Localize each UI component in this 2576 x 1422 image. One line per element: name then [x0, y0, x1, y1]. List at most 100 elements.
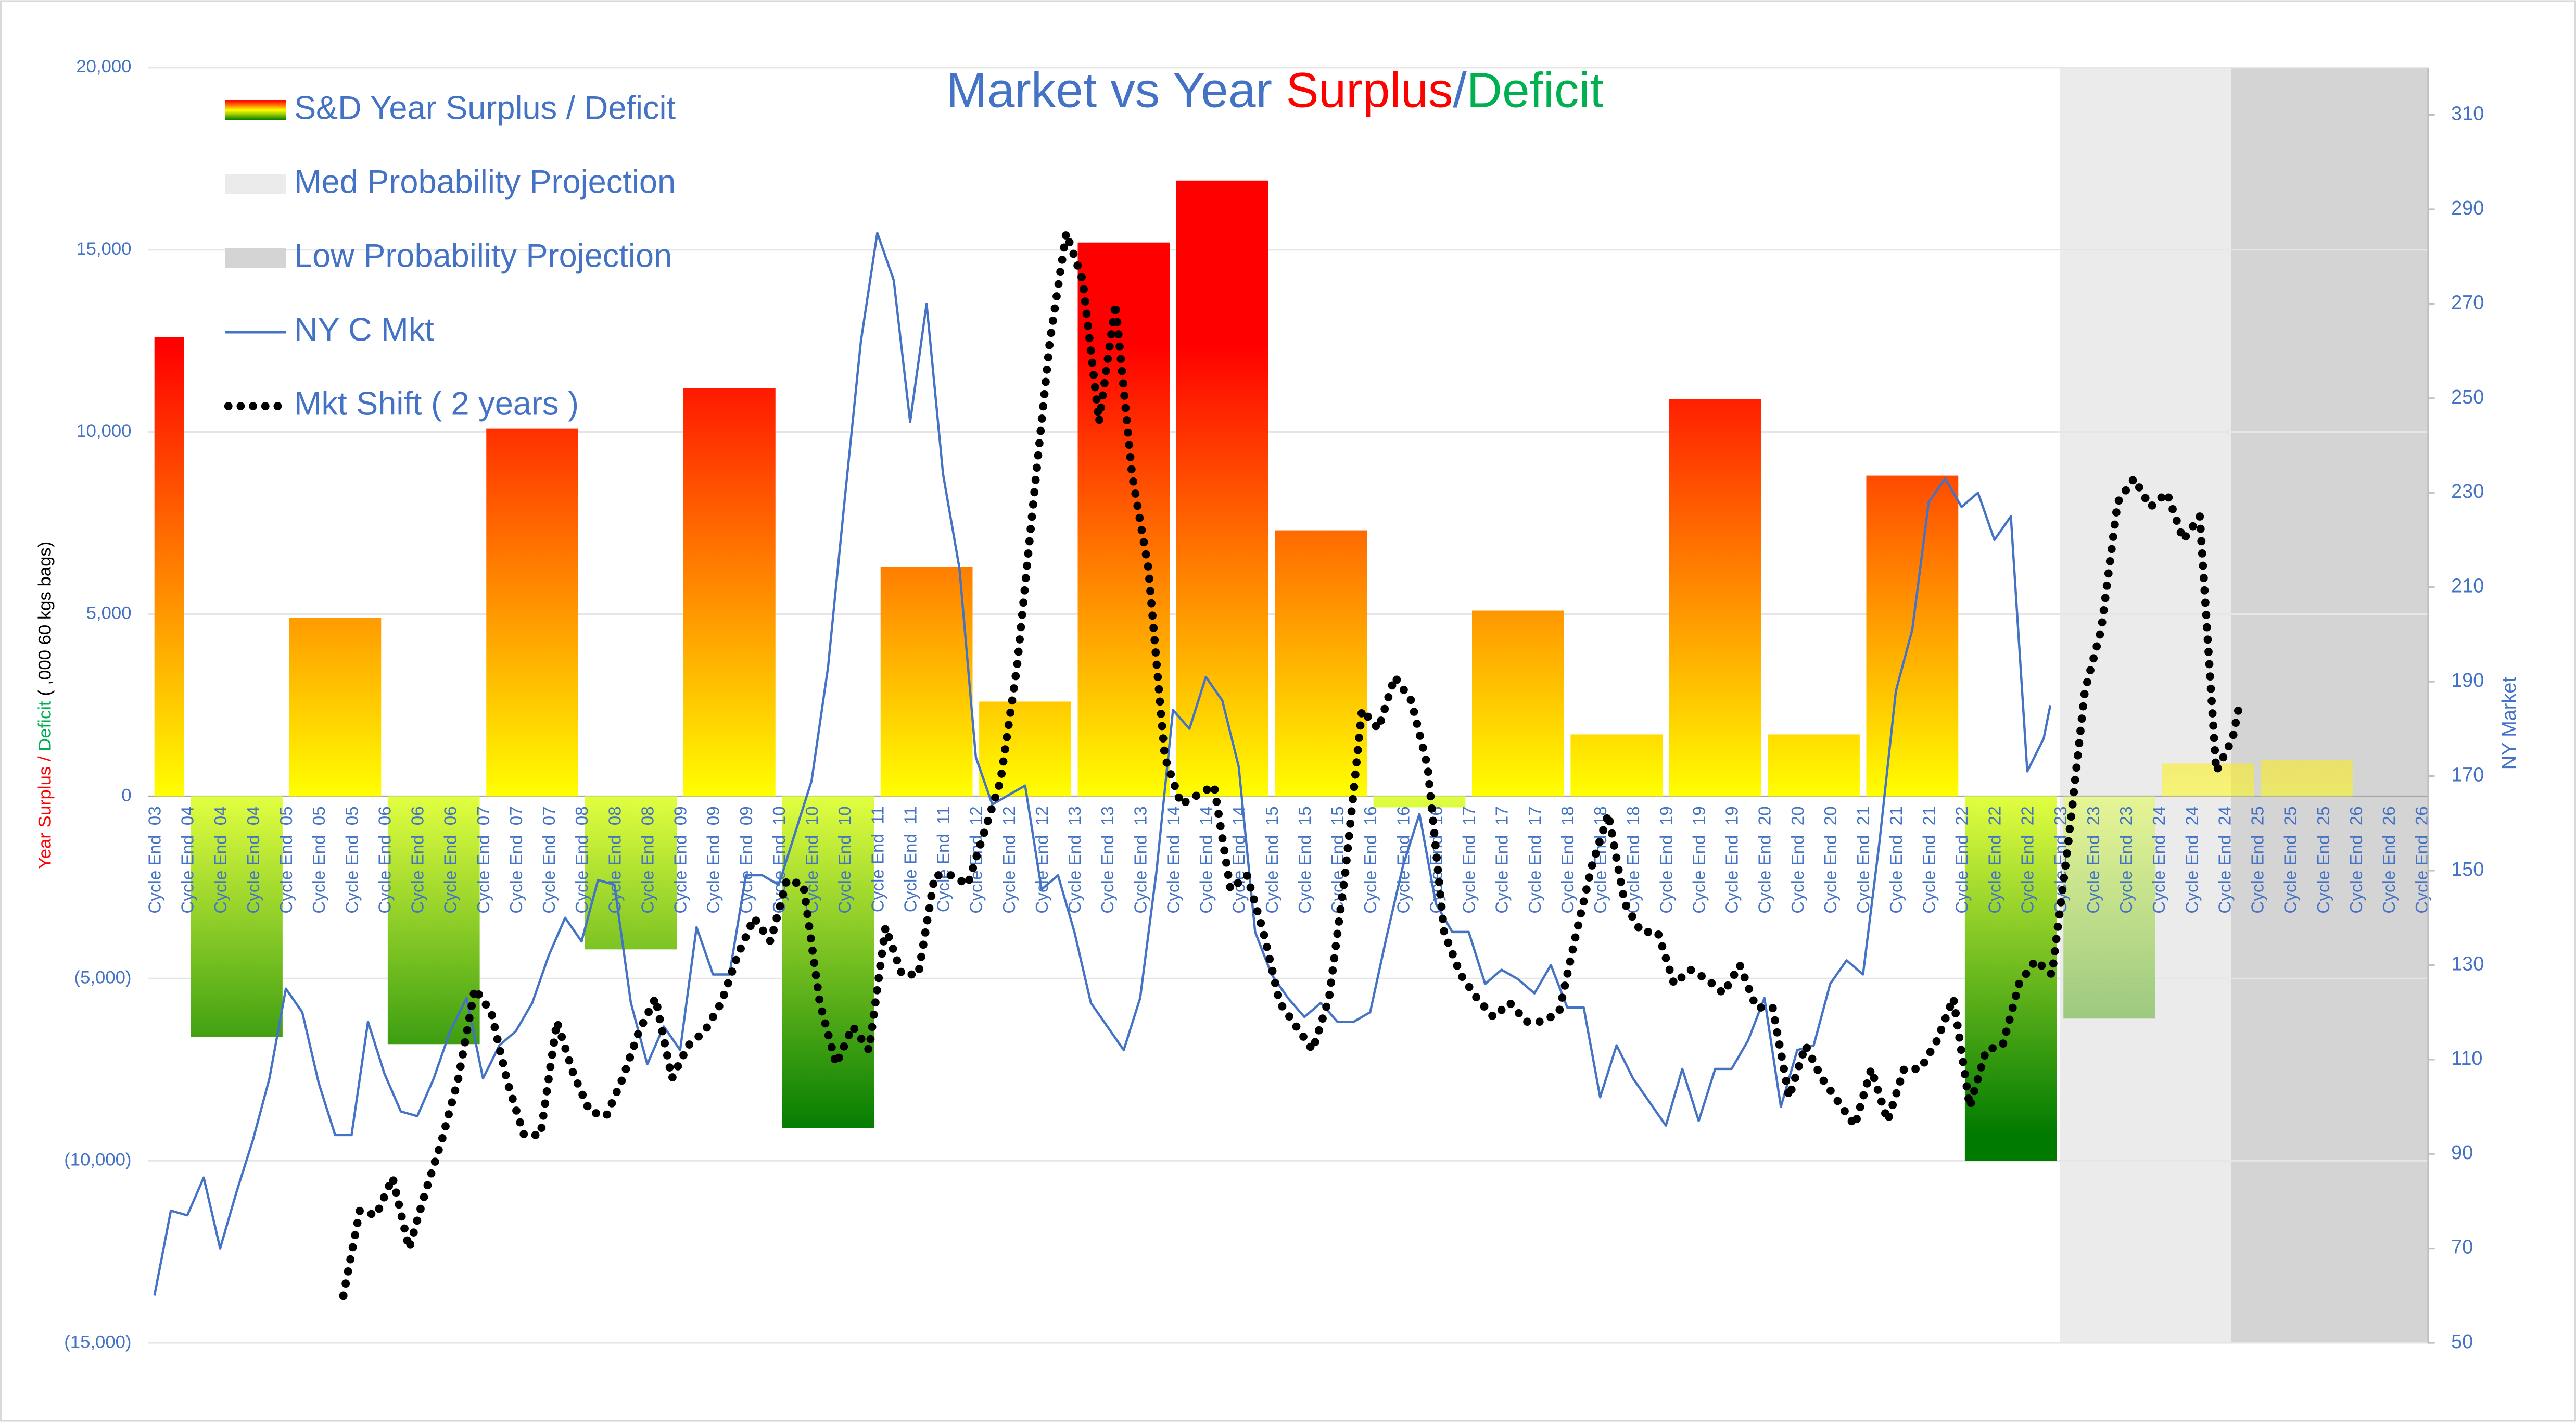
- bar: [782, 796, 874, 1128]
- legend-label: Med Probability Projection: [294, 164, 676, 200]
- y2-tick-label: 310: [2451, 103, 2484, 125]
- y2-tick-label: 90: [2451, 1142, 2473, 1164]
- bar: [2063, 796, 2155, 1019]
- bar: [1176, 180, 1268, 797]
- x-tick-label: Cycle End 11: [901, 806, 920, 912]
- bar: [683, 388, 776, 797]
- x-tick-label: Cycle End 13: [1098, 806, 1118, 913]
- x-tick-label: Cycle End 07: [474, 806, 493, 913]
- x-tick-label: Cycle End 25: [2314, 806, 2333, 913]
- x-tick-label: Cycle End 13: [1131, 806, 1150, 913]
- x-tick-label: Cycle End 07: [507, 806, 526, 913]
- x-tick-label: Cycle End 10: [835, 806, 855, 913]
- y-label-part: ( ,000 60 kgs bags): [35, 542, 55, 701]
- x-tick-label: Cycle End 22: [1986, 806, 2005, 913]
- x-tick-label: Cycle End 18: [1624, 806, 1643, 913]
- title-part: /: [1453, 62, 1467, 118]
- y2-tick-label: 210: [2451, 575, 2484, 597]
- x-tick-label: Cycle End 04: [179, 806, 198, 913]
- lines: [153, 229, 2243, 1300]
- y-tick-label: 0: [121, 786, 131, 806]
- y-label-part: Year Surplus /: [35, 751, 55, 869]
- x-tick-label: Cycle End 26: [2347, 806, 2366, 913]
- x-tick-label: Cycle End 09: [671, 806, 691, 913]
- x-tick-label: Cycle End 07: [540, 806, 559, 913]
- legend-label: S&D Year Surplus / Deficit: [294, 90, 676, 127]
- x-tick-label: Cycle End 06: [441, 806, 461, 913]
- bar: [979, 701, 1071, 797]
- x-tick-label: Cycle End 17: [1493, 806, 1512, 913]
- x-tick-label: Cycle End 08: [573, 806, 592, 913]
- x-tick-label: Cycle End 08: [638, 806, 657, 913]
- x-tick-label: Cycle End 19: [1657, 806, 1676, 913]
- y2-tick-label: 290: [2451, 197, 2484, 219]
- chart-title: Market vs Year Surplus/Deficit: [946, 62, 1604, 118]
- y2-tick-label: 170: [2451, 764, 2484, 786]
- x-tick-label: Cycle End 22: [1952, 806, 1972, 913]
- legend-label: Mkt Shift ( 2 years ): [294, 386, 579, 422]
- x-tick-label: Cycle End 14: [1164, 806, 1183, 913]
- x-tick-label: Cycle End 15: [1296, 806, 1315, 913]
- x-tick-label: Cycle End 26: [2380, 806, 2399, 913]
- bar: [1669, 399, 1761, 797]
- legend-swatch: [225, 174, 286, 194]
- y2-tick-label: 250: [2451, 386, 2484, 408]
- axes: (15,000) (10,000) (5,000) 0 5,000 10,000 15,00…: [64, 57, 2484, 1353]
- x-tick-label: Cycle End 04: [211, 806, 231, 913]
- y-label-part: Deficit: [35, 701, 55, 751]
- x-tick-label: Cycle End 03: [146, 806, 165, 913]
- legend-swatch: [225, 248, 286, 268]
- x-tick-label: Cycle End 09: [737, 806, 756, 913]
- x-tick-label: Cycle End 12: [1000, 806, 1019, 913]
- x-tick-label: Cycle End 09: [704, 806, 724, 913]
- x-tick-label: Cycle End 17: [1526, 806, 1545, 913]
- x-tick-label: Cycle End 04: [244, 806, 263, 913]
- y-tick-label: 5,000: [86, 603, 132, 623]
- x-tick-label: Cycle End 20: [1788, 806, 1808, 913]
- y2-tick-label: 270: [2451, 292, 2484, 313]
- bar: [1275, 530, 1367, 797]
- x-tick-label: Cycle End 14: [1197, 806, 1216, 913]
- y-tick-label: (15,000): [64, 1332, 131, 1352]
- bar: [1768, 734, 1860, 797]
- projection-bands: [2060, 67, 2428, 1343]
- x-tick-label: Cycle End 18: [1558, 806, 1578, 913]
- x-tick-label: Cycle End 15: [1263, 806, 1282, 913]
- x-tick-label: Cycle End 05: [342, 806, 362, 913]
- legend: S&D Year Surplus / Deficit Med Probabilit…: [224, 90, 676, 422]
- x-axis: Cycle End 03 Cycle End 04 Cycle End 04 Cycl…: [146, 806, 2432, 913]
- bar: [1373, 796, 1466, 808]
- x-tick-label: Cycle End 24: [2215, 806, 2235, 913]
- title-part: Surplus: [1286, 62, 1453, 118]
- legend-swatch: [225, 100, 286, 120]
- bar: [2162, 763, 2254, 797]
- bars: [154, 180, 2353, 1161]
- x-tick-label: Cycle End 17: [1460, 806, 1479, 913]
- x-tick-label: Cycle End 24: [2150, 806, 2169, 913]
- projection-band: [2231, 67, 2428, 1343]
- bar: [289, 618, 382, 797]
- y2-tick-label: 50: [2451, 1331, 2473, 1353]
- bar: [191, 796, 283, 1037]
- bar: [2261, 760, 2353, 797]
- x-tick-label: Cycle End 13: [1065, 806, 1085, 913]
- bar: [1964, 796, 2057, 1161]
- bar: [585, 796, 677, 950]
- x-tick-label: Cycle End 06: [375, 806, 395, 913]
- line: [153, 232, 2052, 1296]
- title-part: Deficit: [1467, 62, 1604, 118]
- y2-axis-label: NY Market: [2498, 677, 2520, 770]
- bar: [387, 796, 480, 1045]
- y2-tick-label: 110: [2451, 1048, 2482, 1069]
- x-tick-label: Cycle End 21: [1854, 806, 1873, 913]
- x-tick-label: Cycle End 05: [310, 806, 329, 913]
- x-tick-label: Cycle End 11: [868, 806, 887, 912]
- bar: [1570, 734, 1663, 797]
- x-tick-label: Cycle End 16: [1361, 806, 1380, 913]
- x-tick-label: Cycle End 06: [409, 806, 428, 913]
- x-tick-label: Cycle End 23: [2117, 806, 2136, 913]
- y-axis-label: Year Surplus / Deficit ( ,000 60 kgs bag…: [35, 542, 55, 870]
- legend-label: Low Probability Projection: [294, 238, 672, 274]
